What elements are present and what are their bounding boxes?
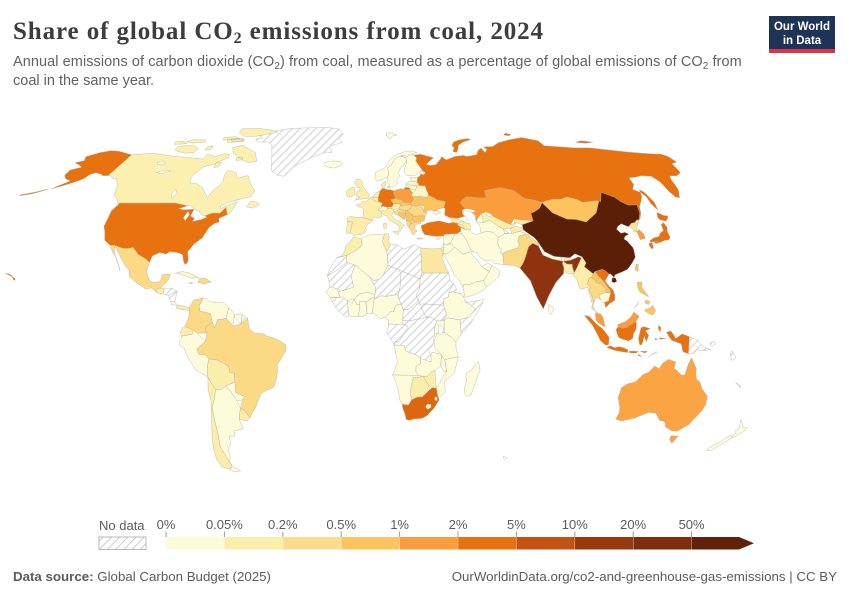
svg-text:10%: 10%: [562, 517, 588, 532]
svg-text:coal in the same year.: coal in the same year.: [13, 73, 154, 89]
svg-text:20%: 20%: [620, 517, 646, 532]
svg-text:Annual emissions of carbon dio: Annual emissions of carbon dioxide (CO2)…: [13, 54, 742, 72]
svg-text:2%: 2%: [449, 517, 468, 532]
svg-text:0.5%: 0.5%: [326, 517, 356, 532]
svg-text:No data: No data: [99, 518, 145, 533]
svg-text:5%: 5%: [507, 517, 526, 532]
svg-text:Data source: Global Carbon Bud: Data source: Global Carbon Budget (2025): [13, 569, 271, 584]
svg-text:0.2%: 0.2%: [268, 517, 298, 532]
svg-text:Our World: Our World: [774, 21, 830, 33]
svg-text:50%: 50%: [679, 517, 705, 532]
svg-text:0.05%: 0.05%: [206, 517, 243, 532]
svg-text:in Data: in Data: [783, 35, 822, 47]
svg-text:OurWorldinData.org/co2-and-gre: OurWorldinData.org/co2-and-greenhouse-ga…: [452, 569, 837, 584]
svg-text:0%: 0%: [157, 517, 176, 532]
svg-text:Share of global CO2 emissions: Share of global CO2 emissions from coal,…: [13, 18, 544, 47]
svg-text:1%: 1%: [390, 517, 409, 532]
